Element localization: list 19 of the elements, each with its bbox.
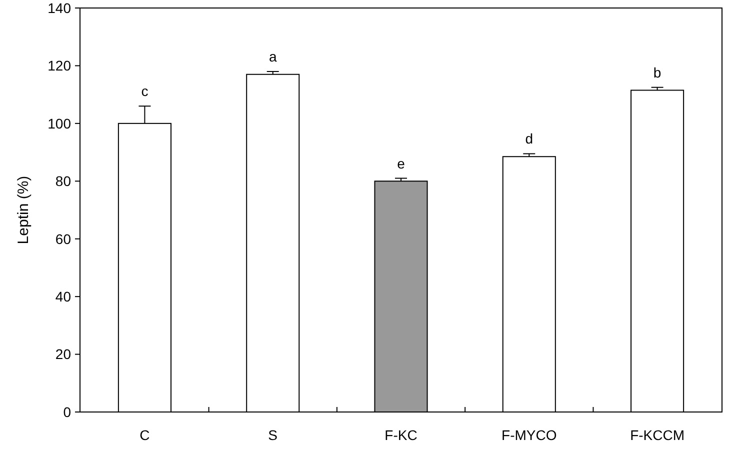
annotation: a bbox=[268, 48, 277, 64]
annotation: d bbox=[525, 130, 534, 147]
y-tick-label: 60 bbox=[55, 230, 72, 247]
y-axis-title: Leptin (%) bbox=[15, 176, 32, 244]
y-tick-label: 0 bbox=[63, 404, 72, 420]
x-tick-label: F-KC bbox=[384, 427, 418, 443]
annotation: b bbox=[653, 64, 662, 80]
x-tick-label: S bbox=[268, 427, 278, 443]
x-tick-label: F-MYCO bbox=[502, 427, 557, 443]
y-tick-label: 40 bbox=[55, 288, 72, 304]
y-tick-label: 140 bbox=[48, 0, 72, 16]
annotation: c bbox=[141, 83, 148, 100]
x-tick-label: C bbox=[140, 427, 150, 443]
y-tick-label: 20 bbox=[55, 346, 72, 362]
y-tick-label: 120 bbox=[48, 58, 72, 74]
y-tick-label: 80 bbox=[55, 173, 72, 190]
y-tick-label: 100 bbox=[48, 115, 72, 132]
annotation: e bbox=[397, 155, 406, 172]
x-tick-label: F-KCCM bbox=[630, 427, 685, 443]
